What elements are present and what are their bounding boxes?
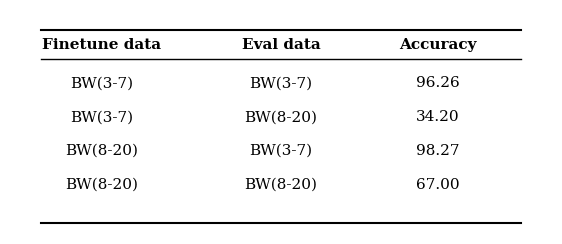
Text: 96.26: 96.26 bbox=[416, 76, 460, 91]
Text: BW(3-7): BW(3-7) bbox=[70, 110, 134, 124]
Text: BW(8-20): BW(8-20) bbox=[66, 178, 139, 192]
Text: BW(8-20): BW(8-20) bbox=[244, 110, 318, 124]
Text: BW(3-7): BW(3-7) bbox=[250, 76, 312, 91]
Text: BW(3-7): BW(3-7) bbox=[70, 76, 134, 91]
Text: 98.27: 98.27 bbox=[416, 144, 459, 158]
Text: Finetune data: Finetune data bbox=[43, 38, 162, 52]
Text: Eval data: Eval data bbox=[242, 38, 320, 52]
Text: 67.00: 67.00 bbox=[416, 178, 459, 192]
Text: BW(8-20): BW(8-20) bbox=[66, 144, 139, 158]
Text: Accuracy: Accuracy bbox=[399, 38, 477, 52]
Text: BW(8-20): BW(8-20) bbox=[244, 178, 318, 192]
Text: 34.20: 34.20 bbox=[416, 110, 459, 124]
Text: BW(3-7): BW(3-7) bbox=[250, 144, 312, 158]
